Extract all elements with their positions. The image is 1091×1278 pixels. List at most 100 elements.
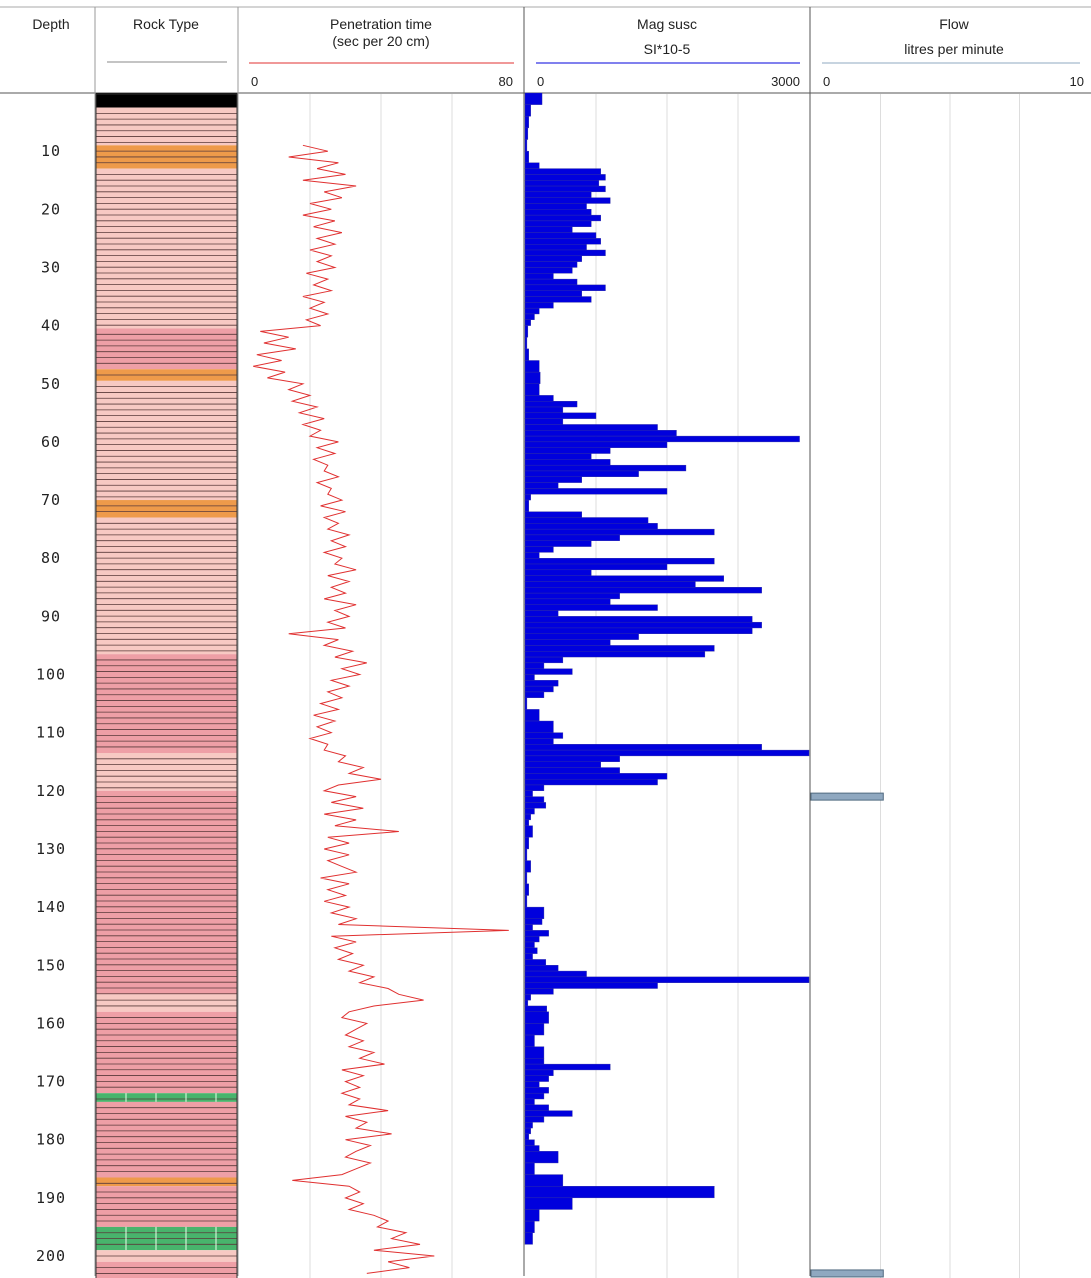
mag-susc-bar (524, 209, 592, 216)
mag-susc-bar (524, 982, 658, 989)
mag-susc-bar (524, 587, 762, 594)
mag-susc-bar (524, 540, 592, 547)
rock-layer-pink (96, 790, 237, 995)
mag-susc-bar (524, 848, 528, 861)
mag-susc-bar (524, 453, 592, 460)
mag-susc-bar (524, 534, 620, 541)
mag-susc-bar (524, 290, 582, 297)
depth-tick-label: 90 (41, 607, 61, 625)
mag-susc-bar (524, 627, 753, 634)
mag-susc-bar (524, 959, 547, 966)
mag-susc-bar (524, 1145, 540, 1152)
mag-susc-bar (524, 104, 531, 117)
mag-susc-bar (524, 1116, 545, 1123)
rock-type-track (95, 93, 238, 1278)
rock-layer-orange (96, 1177, 237, 1187)
mag-susc-bar (524, 319, 531, 326)
rock-layer-pale (96, 994, 237, 1012)
mag-susc-bar (524, 575, 725, 582)
mag-susc-bar (524, 680, 559, 687)
mag-susc-bar (524, 918, 543, 925)
rock-layer-orange (96, 500, 237, 518)
mag-susc-bar (524, 197, 611, 204)
mag-susc-bar (524, 784, 545, 791)
mag-susc-bar (524, 610, 559, 617)
flow-column-title: Flow (939, 16, 969, 32)
rock-layer-pale (96, 107, 237, 146)
mag-susc-bar (524, 488, 668, 495)
mag-susc-bar (524, 1081, 540, 1088)
mag-susc-bar (524, 639, 611, 646)
mag-susc-bar (524, 1174, 564, 1187)
mag-susc-bar (524, 273, 554, 280)
depth-tick-label: 40 (41, 317, 61, 335)
mag-susc-bar (524, 214, 601, 222)
chart-frame (0, 6, 1091, 1276)
mag-susc-bar (524, 400, 578, 408)
flow-axis-min: 0 (823, 74, 830, 89)
rock-layer-top (96, 93, 237, 108)
mag-susc-bar (524, 1075, 549, 1082)
mag-susc-bar (524, 418, 564, 425)
mag-susc-bar (524, 441, 668, 448)
mag-susc-bar (524, 267, 573, 274)
rock-column-title: Rock Type (133, 16, 199, 32)
mag-susc-bar (524, 953, 533, 960)
mag-susc-bar (524, 581, 696, 588)
mag-susc-bar (524, 813, 531, 821)
mag-susc-bar (524, 895, 528, 908)
mag-susc-bar (524, 883, 529, 896)
mag-axis-min: 0 (537, 74, 544, 89)
mag-susc-bar (524, 92, 543, 105)
mag-susc-bar (524, 232, 597, 239)
rock-layer-pale (96, 517, 237, 655)
mag-susc-bar (524, 720, 554, 733)
mag-susc-bar (524, 999, 529, 1007)
mag-susc-bar (524, 691, 545, 698)
depth-tick-label: 180 (36, 1131, 66, 1149)
depth-tick-label: 190 (36, 1189, 66, 1207)
mag-susc-bar (524, 761, 601, 768)
depth-tick-label: 20 (41, 200, 61, 218)
depth-tick-label: 10 (41, 142, 61, 160)
mag-susc-bar (524, 965, 559, 972)
mag-susc-bar (524, 459, 611, 466)
column-headers: Depth Rock Type Penetration time (sec pe… (32, 16, 1084, 89)
mag-susc-bar (524, 778, 658, 786)
rock-layer-pale (96, 380, 237, 501)
mag-susc-bar (524, 738, 554, 745)
mag-susc-bar (524, 238, 601, 245)
mag-susc-bar (524, 592, 620, 600)
mag-susc-bar (524, 668, 573, 675)
mag-susc-bar (524, 546, 554, 553)
mag-susc-bar (524, 1011, 549, 1024)
depth-tick-label: 30 (41, 258, 61, 276)
mag-susc-bar (524, 261, 578, 268)
mag-susc-bar (524, 935, 540, 943)
mag-susc-bar (524, 337, 528, 350)
mag-susc-bar (524, 523, 658, 530)
mag-column-subtitle: SI*10-5 (644, 41, 691, 57)
mag-susc-bar (524, 412, 597, 419)
mag-susc-bar (524, 767, 620, 774)
flow-track (810, 792, 884, 1278)
mag-susc-bar (524, 732, 564, 739)
mag-susc-bar (524, 150, 529, 163)
mag-susc-bar (524, 494, 531, 501)
flow-axis-max: 10 (1070, 74, 1084, 89)
mag-susc-bar (524, 796, 545, 803)
mag-susc-bar (524, 313, 535, 320)
mag-susc-bar (524, 1139, 535, 1146)
rock-layer-pale (96, 753, 237, 791)
depth-column-title: Depth (32, 16, 69, 32)
mag-susc-bar (524, 941, 535, 949)
mag-susc-bar (524, 424, 658, 431)
mag-susc-bar (524, 430, 677, 437)
mag-susc-bar (524, 947, 538, 954)
pen-axis-max: 80 (499, 74, 513, 89)
rock-layer-pink (96, 1101, 237, 1178)
mag-susc-bar (524, 406, 564, 414)
mag-susc-bar (524, 243, 587, 251)
rock-layer-pink (96, 328, 237, 370)
depth-tick-label: 150 (36, 956, 66, 974)
